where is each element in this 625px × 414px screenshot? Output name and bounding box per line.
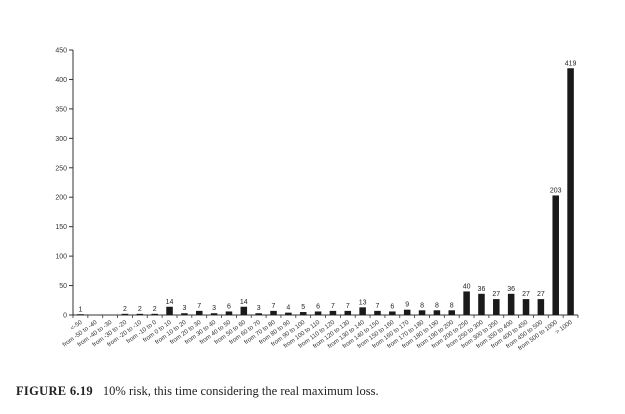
y-tick-labels: 0 50 100 150 200 250 300 350 400 450 [55,48,67,320]
bar [255,313,262,315]
bar [567,68,574,315]
data-label: 7 [346,303,350,310]
data-label: 7 [376,303,380,310]
bar [389,311,396,315]
data-label: 14 [166,299,174,306]
bar [552,195,559,315]
data-label: 1 [78,306,82,313]
y-tick-label: 150 [55,224,67,231]
bar [329,310,337,315]
bar [522,299,530,315]
data-label: 9 [405,302,409,309]
bar [418,310,426,315]
y-tick-label: 250 [55,165,67,172]
bar [359,307,366,315]
data-label: 36 [478,286,486,293]
bar [478,293,485,315]
bar [151,313,158,315]
bar [537,299,545,315]
data-label: 5 [301,304,305,311]
data-label: 6 [316,303,320,310]
axes [69,49,579,318]
data-label: 8 [420,302,424,309]
bar [225,311,233,315]
figure-caption: FIGURE 6.19 10% risk, this time consideri… [16,384,616,399]
data-label: 3 [212,305,216,312]
data-label: 36 [507,286,515,293]
data-label: 7 [197,303,201,310]
data-label: 7 [331,303,335,310]
bar [181,313,188,315]
data-label: 2 [138,306,142,313]
y-tick-label: 450 [55,48,67,55]
bar [77,314,84,315]
bar [448,310,456,315]
bar [285,312,292,315]
bar [166,306,173,315]
bars [77,68,574,315]
bar [403,309,411,315]
data-label: 27 [522,291,530,298]
bar [299,312,307,315]
bar [344,310,352,315]
data-label: 2 [123,306,127,313]
figure-label: FIGURE 6.19 [16,384,93,398]
data-label: 6 [390,303,394,310]
data-label: 14 [240,299,248,306]
bar [121,313,129,315]
data-label: 6 [227,303,231,310]
data-label: 27 [537,291,545,298]
data-label: 8 [450,302,454,309]
data-label: 419 [565,60,577,67]
bar [240,306,248,315]
x-tick-label: > 1000 [554,319,574,336]
bar [463,291,470,315]
data-label: 40 [463,283,471,290]
y-tick-label: 50 [59,283,67,290]
data-label: 8 [435,302,439,309]
chart: 1 2 2 2 14 3 7 3 6 14 3 7 4 5 6 7 7 13 7 6 9 8 8 8 40 36 27 36 27 27 2… [55,48,579,352]
bar [493,299,500,315]
y-tick-label: 300 [55,136,67,143]
data-label: 203 [550,187,562,194]
data-label: 3 [257,305,261,312]
data-label: 4 [286,305,290,312]
bar [136,313,144,315]
bar [314,311,322,315]
y-tick-label: 0 [63,313,67,320]
caption-text: 10% risk, this time considering the real… [102,384,379,398]
data-label: 27 [492,291,500,298]
bar [210,313,218,315]
bar [270,310,277,315]
y-tick-label: 350 [55,106,67,113]
y-tick-label: 100 [55,254,67,261]
bar [374,310,381,315]
data-label: 2 [153,306,157,313]
data-label: 13 [359,299,367,306]
bar [507,293,515,315]
y-tick-label: 200 [55,195,67,202]
y-tick-label: 400 [55,77,67,84]
bar [433,310,441,315]
data-label: 7 [272,303,276,310]
bar [195,310,203,315]
data-label: 3 [182,305,186,312]
